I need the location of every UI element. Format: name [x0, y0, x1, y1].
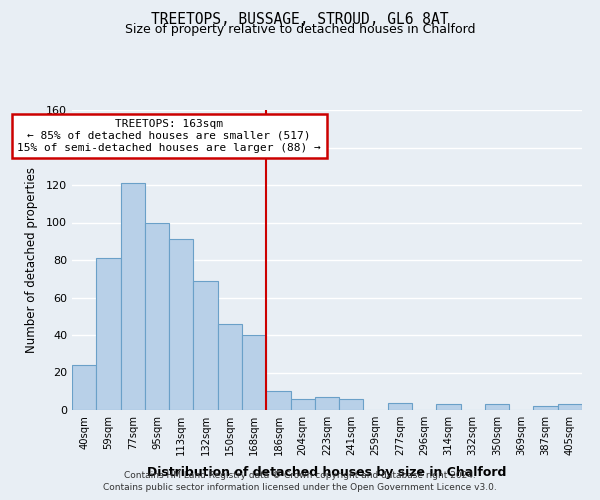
Bar — [485, 404, 509, 410]
Bar — [558, 404, 582, 410]
Bar — [218, 324, 242, 410]
Bar — [436, 404, 461, 410]
Text: Contains HM Land Registry data © Crown copyright and database right 2024.: Contains HM Land Registry data © Crown c… — [124, 471, 476, 480]
Bar — [193, 280, 218, 410]
Text: Size of property relative to detached houses in Chalford: Size of property relative to detached ho… — [125, 22, 475, 36]
Bar — [72, 365, 96, 410]
Text: TREETOPS: 163sqm
← 85% of detached houses are smaller (517)
15% of semi-detached: TREETOPS: 163sqm ← 85% of detached house… — [17, 120, 321, 152]
X-axis label: Distribution of detached houses by size in Chalford: Distribution of detached houses by size … — [148, 466, 506, 479]
Bar — [242, 335, 266, 410]
Text: Contains public sector information licensed under the Open Government Licence v3: Contains public sector information licen… — [103, 484, 497, 492]
Bar — [339, 399, 364, 410]
Bar — [533, 406, 558, 410]
Bar — [145, 222, 169, 410]
Bar — [121, 183, 145, 410]
Bar — [266, 391, 290, 410]
Text: TREETOPS, BUSSAGE, STROUD, GL6 8AT: TREETOPS, BUSSAGE, STROUD, GL6 8AT — [151, 12, 449, 28]
Bar — [290, 399, 315, 410]
Bar — [169, 240, 193, 410]
Bar — [388, 402, 412, 410]
Bar — [96, 258, 121, 410]
Y-axis label: Number of detached properties: Number of detached properties — [25, 167, 38, 353]
Bar — [315, 397, 339, 410]
